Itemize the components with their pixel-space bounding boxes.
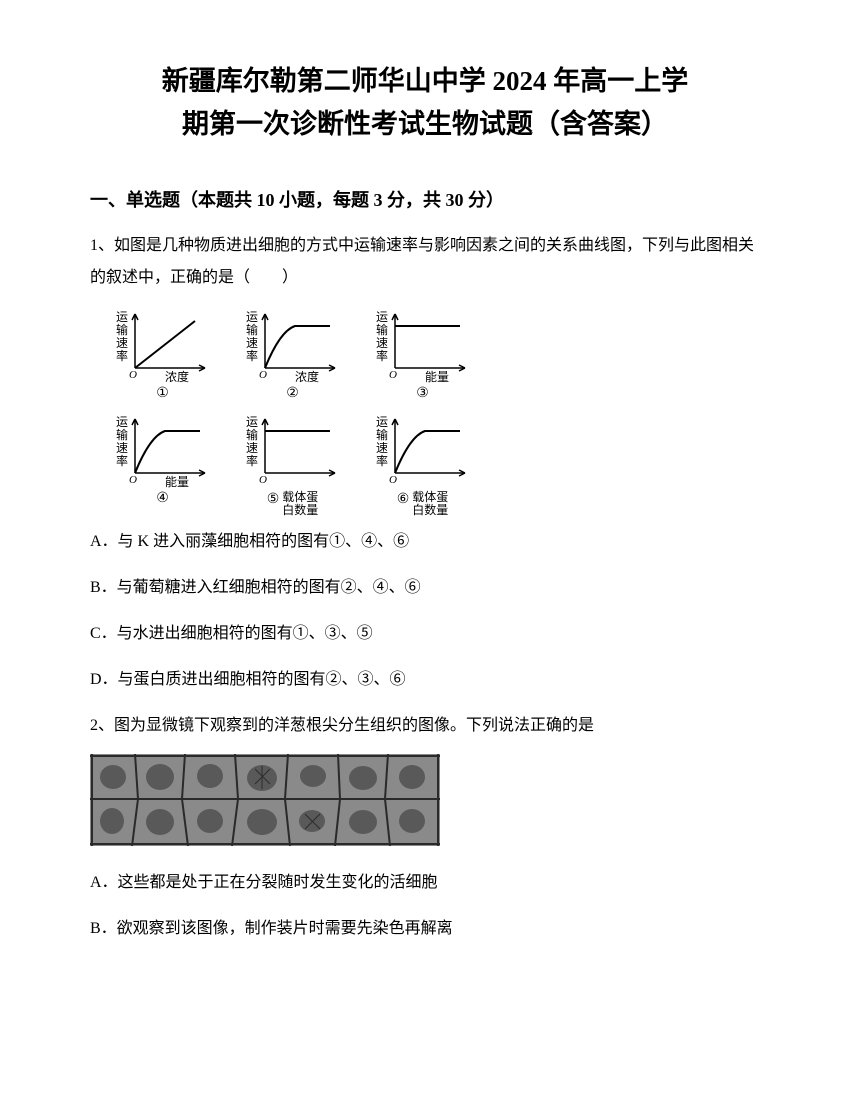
svg-text:输: 输 bbox=[376, 322, 388, 337]
svg-text:运: 运 bbox=[116, 415, 128, 429]
chart-6: 运 输 速 率 O ⑥ 载体蛋白数量 bbox=[370, 411, 475, 517]
q1-text: 1、如图是几种物质进出细胞的方式中运输速率与影响因素之间的关系曲线图，下列与此图… bbox=[90, 230, 760, 294]
chart-2: 运 输 速 率 O 浓度 ② bbox=[240, 306, 345, 403]
svg-text:输: 输 bbox=[116, 427, 128, 442]
section-header: 一、单选题（本题共 10 小题，每题 3 分，共 30 分） bbox=[90, 186, 760, 212]
svg-text:速: 速 bbox=[376, 336, 388, 350]
q1-optC: C．与水进出细胞相符的图有①、③、⑤ bbox=[90, 618, 760, 650]
chart6-num: ⑥ bbox=[397, 491, 410, 508]
svg-text:O: O bbox=[129, 474, 137, 486]
svg-text:能量: 能量 bbox=[425, 370, 449, 384]
chart-4: 运 输 速 率 O 能量 ④ bbox=[110, 411, 215, 517]
svg-text:率: 率 bbox=[116, 453, 128, 468]
chart2-num: ② bbox=[286, 386, 299, 403]
q2-optA: A．这些都是处于正在分裂随时发生变化的活细胞 bbox=[90, 867, 760, 899]
svg-text:率: 率 bbox=[376, 348, 388, 363]
page-title: 新疆库尔勒第二师华山中学 2024 年高一上学 期第一次诊断性考试生物试题（含答… bbox=[90, 60, 760, 146]
chart-3: 运 输 速 率 O 能量 ③ bbox=[370, 306, 475, 403]
chart5-num: ⑤ bbox=[267, 491, 280, 508]
svg-text:速: 速 bbox=[376, 441, 388, 455]
svg-text:率: 率 bbox=[246, 348, 258, 363]
svg-text:O: O bbox=[259, 369, 267, 381]
svg-text:率: 率 bbox=[376, 453, 388, 468]
svg-text:速: 速 bbox=[116, 441, 128, 455]
svg-text:O: O bbox=[389, 474, 397, 486]
q1-optD: D．与蛋白质进出细胞相符的图有②、③、⑥ bbox=[90, 664, 760, 696]
svg-text:输: 输 bbox=[116, 322, 128, 337]
chart-row-2: 运 输 速 率 O 能量 ④ 运 输 速 率 O ⑤ 载 bbox=[110, 411, 760, 517]
svg-text:运: 运 bbox=[246, 310, 258, 324]
svg-text:运: 运 bbox=[376, 415, 388, 429]
svg-text:输: 输 bbox=[376, 427, 388, 442]
svg-text:输: 输 bbox=[246, 427, 258, 442]
svg-text:浓度: 浓度 bbox=[295, 369, 319, 384]
svg-text:率: 率 bbox=[116, 348, 128, 363]
svg-text:O: O bbox=[259, 474, 267, 486]
chart-5: 运 输 速 率 O ⑤ 载体蛋白数量 bbox=[240, 411, 345, 517]
svg-text:速: 速 bbox=[246, 336, 258, 350]
title-line1: 新疆库尔勒第二师华山中学 2024 年高一上学 bbox=[90, 60, 760, 103]
svg-text:速: 速 bbox=[246, 441, 258, 455]
svg-text:速: 速 bbox=[116, 336, 128, 350]
svg-text:O: O bbox=[129, 369, 137, 381]
chart-1: 运 输 速 率 O 浓度 ① bbox=[110, 306, 215, 403]
chart1-num: ① bbox=[156, 386, 169, 403]
svg-text:率: 率 bbox=[246, 453, 258, 468]
svg-text:运: 运 bbox=[116, 310, 128, 324]
title-line2: 期第一次诊断性考试生物试题（含答案） bbox=[90, 103, 760, 146]
q1-optB: B．与葡萄糖进入红细胞相符的图有②、④、⑥ bbox=[90, 572, 760, 604]
microscope-image bbox=[90, 754, 760, 851]
q2-optB: B．欲观察到该图像，制作装片时需要先染色再解离 bbox=[90, 913, 760, 945]
q1-optA: A．与 K 进入丽藻细胞相符的图有①、④、⑥ bbox=[90, 526, 760, 558]
svg-text:能量: 能量 bbox=[165, 475, 189, 489]
svg-text:输: 输 bbox=[246, 322, 258, 337]
svg-text:运: 运 bbox=[246, 415, 258, 429]
svg-text:O: O bbox=[389, 369, 397, 381]
chart6-xlabel: 载体蛋白数量 bbox=[412, 491, 448, 517]
chart-row-1: 运 输 速 率 O 浓度 ① 运 输 速 率 O 浓度 ② bbox=[110, 306, 760, 403]
chart3-num: ③ bbox=[416, 386, 429, 403]
chart5-xlabel: 载体蛋白数量 bbox=[282, 491, 318, 517]
q2-text: 2、图为显微镜下观察到的洋葱根尖分生组织的图像。下列说法正确的是 bbox=[90, 710, 760, 742]
chart4-num: ④ bbox=[156, 491, 169, 508]
svg-text:运: 运 bbox=[376, 310, 388, 324]
svg-text:浓度: 浓度 bbox=[165, 369, 189, 384]
